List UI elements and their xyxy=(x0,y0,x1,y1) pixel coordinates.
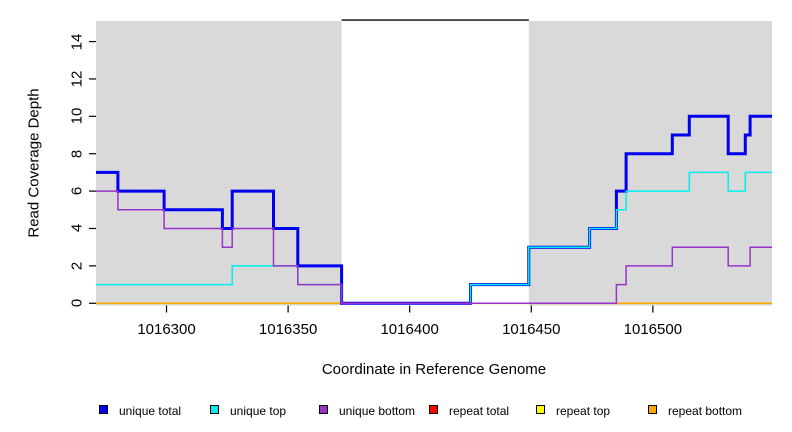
x-tick-label: 1016400 xyxy=(380,321,439,338)
legend-label-unique-top: unique top xyxy=(230,403,287,418)
legend-swatch-unique-bottom xyxy=(319,405,328,414)
legend-swatch-unique-top xyxy=(210,405,219,414)
legend-label-repeat-bottom: repeat bottom xyxy=(668,403,743,418)
series-line-unique-bottom xyxy=(96,190,772,305)
x-tick-label: 1016300 xyxy=(137,321,196,338)
legend-label-repeat-top: repeat top xyxy=(556,403,611,418)
x-tick-label: 1016350 xyxy=(258,321,318,338)
legend-swatch-repeat-bottom xyxy=(648,405,657,414)
x-tick-label: 1016500 xyxy=(623,321,683,338)
legend-swatch-repeat-top xyxy=(536,405,545,414)
y-tick-label: 10 xyxy=(68,107,86,125)
shaded-region-1 xyxy=(96,21,342,306)
shaded-region-2 xyxy=(528,21,772,306)
x-tick-label: 1016450 xyxy=(502,321,561,338)
y-tick-label: 14 xyxy=(68,33,86,50)
legend-swatch-repeat-total xyxy=(429,405,438,414)
y-tick-label: 2 xyxy=(68,261,86,271)
x-axis-label: Coordinate in Reference Genome xyxy=(321,361,547,378)
y-tick-label: 4 xyxy=(68,224,86,233)
y-tick-label: 8 xyxy=(68,149,86,158)
legend-label-unique-bottom: unique bottom xyxy=(339,403,416,418)
y-tick-label: 12 xyxy=(68,70,86,88)
legend-label-repeat-total: repeat total xyxy=(449,403,510,418)
y-tick-label: 6 xyxy=(68,186,86,196)
y-tick-label: 0 xyxy=(68,299,86,308)
legend-label-unique-total: unique total xyxy=(119,403,182,418)
legend-swatch-unique-total xyxy=(99,405,108,414)
y-axis-label: Read Coverage Depth xyxy=(25,88,43,238)
